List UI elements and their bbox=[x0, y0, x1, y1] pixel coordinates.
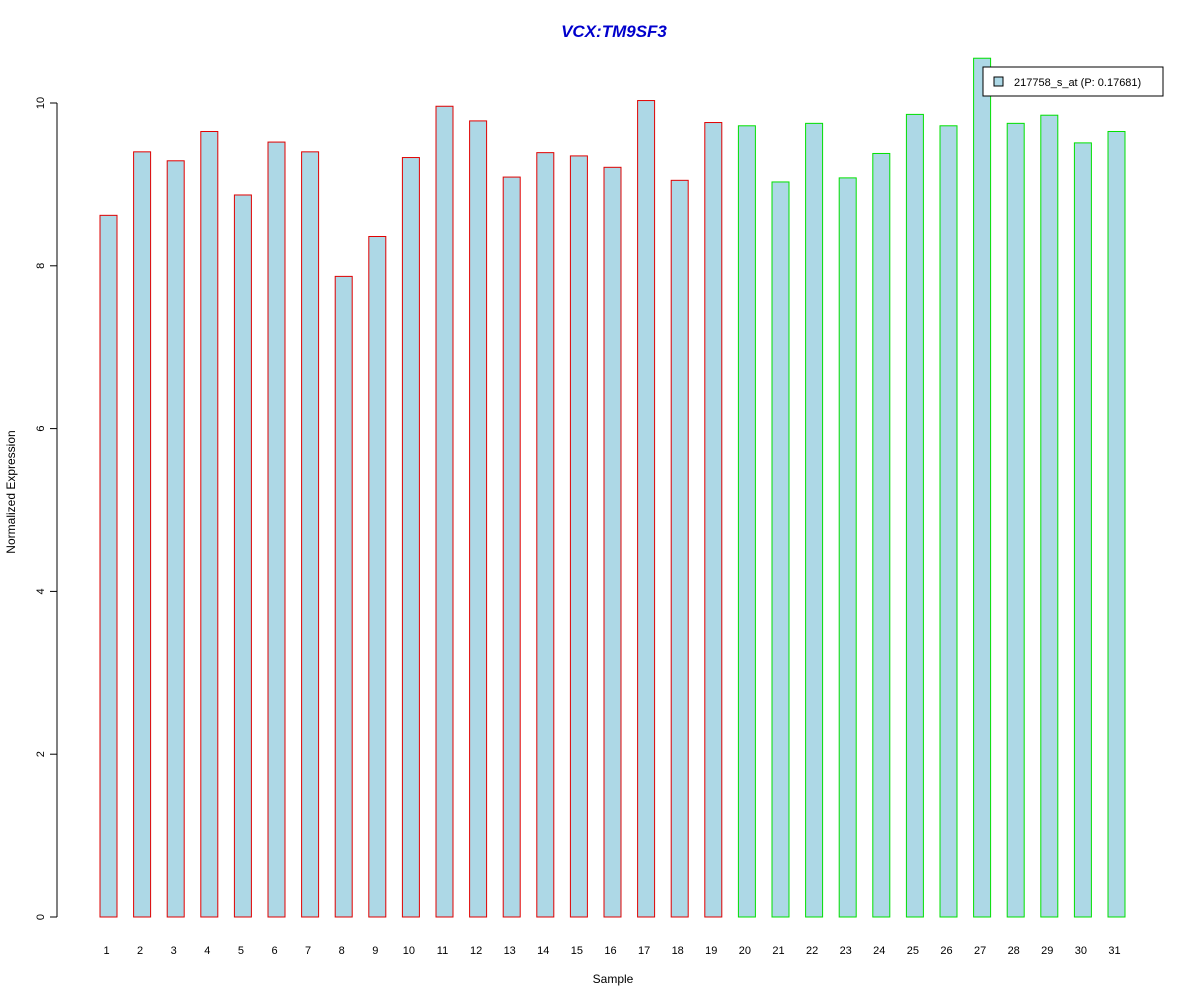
legend: 217758_s_at (P: 0.17681) bbox=[982, 66, 1164, 97]
x-axis-label: Sample bbox=[593, 972, 634, 986]
x-tick-label: 13 bbox=[504, 945, 516, 957]
x-tick-label: 30 bbox=[1075, 945, 1087, 957]
bar-sample-16 bbox=[603, 166, 622, 918]
legend-box bbox=[982, 66, 1164, 97]
x-tick-label: 29 bbox=[1041, 945, 1053, 957]
y-tick-label: 8 bbox=[35, 263, 47, 269]
y-tick-label: 4 bbox=[35, 588, 47, 594]
bar-sample-8 bbox=[334, 275, 353, 918]
bar-sample-4 bbox=[200, 130, 219, 918]
bar-sample-1 bbox=[99, 214, 118, 918]
bar-sample-3 bbox=[166, 160, 185, 918]
x-tick-label: 12 bbox=[470, 945, 482, 957]
x-tick-label: 22 bbox=[806, 945, 818, 957]
x-tick-label: 2 bbox=[137, 945, 143, 957]
bar-sample-31 bbox=[1107, 130, 1126, 918]
x-tick-label: 17 bbox=[638, 945, 650, 957]
bar-sample-30 bbox=[1073, 142, 1092, 918]
x-tick-label: 23 bbox=[840, 945, 852, 957]
x-tick-label: 21 bbox=[772, 945, 784, 957]
y-tick-label: 2 bbox=[35, 751, 47, 757]
y-tick-label: 10 bbox=[35, 97, 47, 109]
bar-sample-7 bbox=[301, 151, 320, 918]
x-tick-label: 3 bbox=[171, 945, 177, 957]
bar-sample-22 bbox=[805, 122, 824, 918]
legend-swatch bbox=[993, 76, 1004, 87]
x-tick-label: 19 bbox=[705, 945, 717, 957]
bar-sample-6 bbox=[267, 141, 286, 918]
bar-sample-25 bbox=[905, 113, 924, 918]
x-tick-label: 7 bbox=[305, 945, 311, 957]
bar-sample-29 bbox=[1040, 114, 1059, 918]
bar-sample-26 bbox=[939, 125, 958, 918]
x-tick-label: 26 bbox=[940, 945, 952, 957]
bar-sample-15 bbox=[569, 155, 588, 918]
y-tick-label: 0 bbox=[35, 914, 47, 920]
x-tick-label: 6 bbox=[271, 945, 277, 957]
bar-sample-2 bbox=[133, 151, 152, 918]
y-axis-label: Normalized Expression bbox=[4, 430, 18, 553]
x-tick-label: 1 bbox=[103, 945, 109, 957]
x-tick-label: 5 bbox=[238, 945, 244, 957]
y-tick-label: 6 bbox=[35, 426, 47, 432]
x-tick-labels: 1 2 3 4 5 6 7 8 9 10 11 12 13 14 15 16 17 18 19 20 21 22 23 24 2… bbox=[103, 945, 1120, 957]
x-tick-label: 10 bbox=[403, 945, 415, 957]
x-tick-label: 8 bbox=[339, 945, 345, 957]
bar-sample-27 bbox=[973, 57, 992, 918]
x-tick-label: 9 bbox=[372, 945, 378, 957]
bar-sample-18 bbox=[670, 179, 689, 918]
x-tick-label: 15 bbox=[571, 945, 583, 957]
bar-group bbox=[99, 57, 1126, 918]
x-tick-label: 14 bbox=[537, 945, 549, 957]
x-tick-label: 28 bbox=[1008, 945, 1020, 957]
bar-sample-24 bbox=[872, 152, 891, 918]
x-tick-label: 27 bbox=[974, 945, 986, 957]
bar-sample-17 bbox=[637, 100, 656, 918]
legend-label: 217758_s_at (P: 0.17681) bbox=[1014, 77, 1141, 89]
x-tick-label: 4 bbox=[204, 945, 210, 957]
bar-sample-9 bbox=[368, 235, 387, 918]
x-tick-label: 11 bbox=[437, 945, 448, 957]
bar-sample-10 bbox=[401, 157, 420, 918]
bar-sample-14 bbox=[536, 152, 555, 918]
x-tick-label: 18 bbox=[672, 945, 684, 957]
bar-sample-11 bbox=[435, 105, 454, 918]
bar-sample-20 bbox=[737, 125, 756, 918]
x-tick-label: 25 bbox=[907, 945, 919, 957]
x-tick-label: 20 bbox=[739, 945, 751, 957]
chart-title: VCX:TM9SF3 bbox=[561, 22, 667, 41]
bar-sample-23 bbox=[838, 177, 857, 918]
bar-sample-13 bbox=[502, 176, 521, 918]
bar-sample-5 bbox=[233, 194, 252, 918]
bar-sample-19 bbox=[704, 122, 723, 918]
x-tick-label: 31 bbox=[1108, 945, 1120, 957]
bar-sample-28 bbox=[1006, 122, 1025, 918]
x-tick-label: 24 bbox=[873, 945, 885, 957]
bar-sample-12 bbox=[469, 120, 488, 918]
y-axis: 0 2 4 6 8 10 bbox=[35, 97, 58, 920]
bar-sample-21 bbox=[771, 181, 790, 918]
x-tick-label: 16 bbox=[604, 945, 616, 957]
